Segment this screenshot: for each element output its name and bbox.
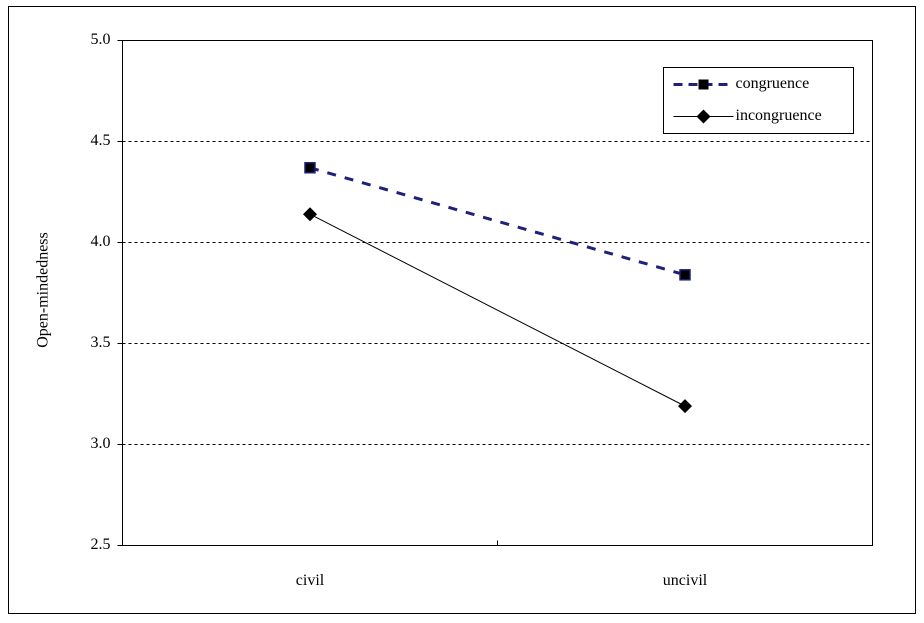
legend-marker — [698, 79, 709, 90]
x-tick-label: civil — [296, 572, 325, 589]
y-tick-label: 3.0 — [91, 435, 111, 452]
y-tick-label: 2.5 — [91, 536, 111, 553]
marker — [679, 269, 691, 281]
x-tick-label: uncivil — [663, 572, 708, 589]
marker — [678, 399, 692, 414]
y-tick-label: 4.5 — [91, 132, 111, 149]
legend-marker — [696, 109, 711, 124]
legend-label: incongruence — [736, 107, 822, 124]
outer-border — [8, 6, 916, 614]
legend-box — [663, 67, 854, 134]
legend-label: congruence — [736, 75, 810, 92]
y-tick-label: 4.0 — [91, 233, 111, 250]
y-axis-label: Open-mindedness — [35, 232, 52, 348]
marker — [303, 207, 317, 222]
line — [309, 213, 686, 407]
y-tick-label: 5.0 — [91, 31, 111, 48]
line — [309, 166, 686, 277]
y-tick-label: 3.5 — [91, 334, 111, 351]
marker — [304, 162, 316, 174]
